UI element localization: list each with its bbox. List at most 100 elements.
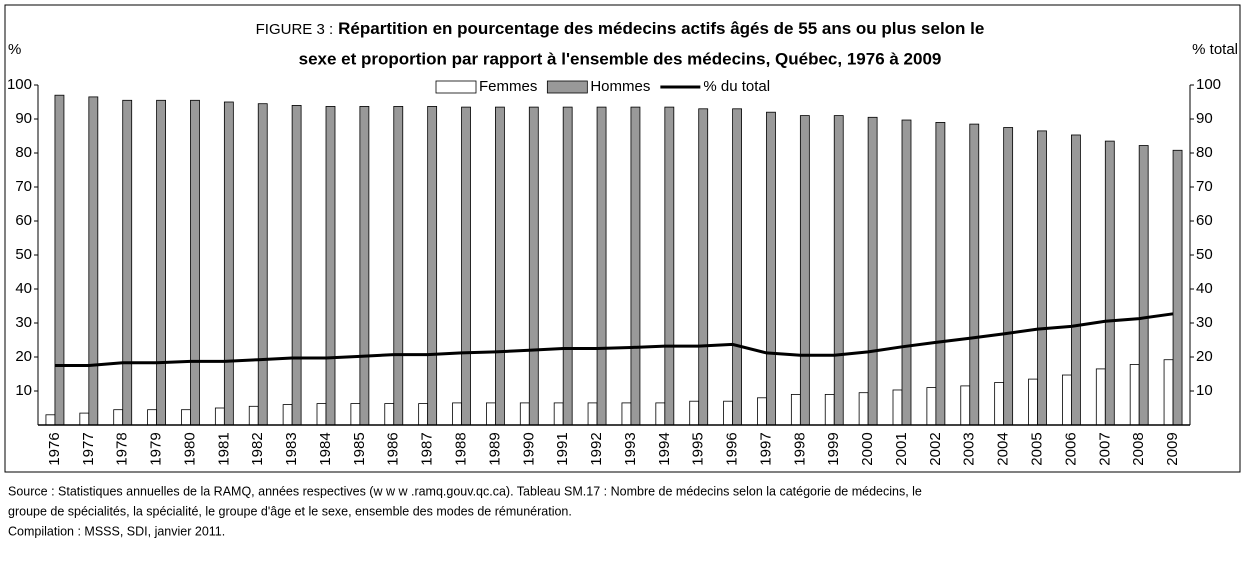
bar xyxy=(926,387,937,426)
chart-frame xyxy=(4,4,1241,473)
bar xyxy=(156,99,166,426)
bar xyxy=(427,106,438,426)
y2-tick-label: 80 xyxy=(1196,144,1213,161)
x-tick-label: 1978 xyxy=(114,432,131,465)
bar xyxy=(596,106,607,426)
bar xyxy=(393,106,404,426)
bar xyxy=(994,382,1005,426)
title-label: FIGURE 3 : xyxy=(256,21,334,38)
legend-label: Hommes xyxy=(590,78,650,95)
x-tick-label: 2001 xyxy=(893,432,910,465)
bar xyxy=(486,402,496,426)
bar xyxy=(223,101,234,426)
bar xyxy=(45,414,56,426)
bar xyxy=(655,402,666,426)
bar xyxy=(54,94,65,426)
bar xyxy=(901,119,912,426)
bar xyxy=(757,397,767,426)
bar xyxy=(359,106,370,426)
bar xyxy=(867,116,878,426)
bar xyxy=(528,106,539,426)
x-tick-label: 1983 xyxy=(283,432,300,465)
bar xyxy=(892,389,903,426)
x-tick-label: 1977 xyxy=(80,432,97,465)
bar xyxy=(553,402,564,426)
y-tick-label: 10 xyxy=(15,382,32,399)
y-tick-label: 40 xyxy=(15,280,32,297)
bar xyxy=(181,409,191,426)
y-tick-label: 80 xyxy=(15,144,32,161)
bar xyxy=(113,409,124,426)
bar xyxy=(291,105,302,426)
bar xyxy=(664,106,675,426)
x-tick-label: 1995 xyxy=(690,432,707,465)
bar xyxy=(461,106,471,426)
bar xyxy=(1062,374,1072,426)
bar xyxy=(190,99,200,426)
y-tick-label: 60 xyxy=(15,212,32,229)
bar xyxy=(122,99,133,426)
bar xyxy=(1172,149,1183,426)
x-tick-label: 1980 xyxy=(181,432,198,465)
y-tick-label: 100 xyxy=(7,76,32,93)
x-tick-label: 1989 xyxy=(486,432,503,465)
y2-tick-label: 90 xyxy=(1196,110,1213,127)
source-note: groupe de spécialités, la spécialité, le… xyxy=(8,504,572,518)
bar xyxy=(248,405,259,426)
y-tick-label: 90 xyxy=(15,110,32,127)
x-tick-label: 1982 xyxy=(249,432,266,465)
bar xyxy=(282,404,293,426)
bar xyxy=(833,115,844,426)
y-tick-label: 70 xyxy=(15,178,32,195)
y2-tick-label: 10 xyxy=(1196,382,1213,399)
bar xyxy=(824,393,835,426)
x-tick-label: 2004 xyxy=(995,432,1012,465)
bar xyxy=(766,111,776,426)
x-tick-label: 1984 xyxy=(317,432,334,465)
x-tick-label: 2008 xyxy=(1130,432,1147,465)
y2-tick-label: 50 xyxy=(1196,246,1213,263)
x-tick-label: 1990 xyxy=(520,432,537,465)
bar xyxy=(452,402,462,426)
x-tick-label: 1997 xyxy=(757,432,774,465)
bar xyxy=(732,108,742,426)
chart-title: sexe et proportion par rapport à l'ensem… xyxy=(299,49,942,68)
bar xyxy=(88,96,99,426)
bar xyxy=(325,106,336,426)
bar xyxy=(698,108,709,426)
y2-tick-label: 30 xyxy=(1196,314,1213,331)
bar xyxy=(587,402,598,426)
x-tick-label: 2007 xyxy=(1096,432,1113,465)
bar xyxy=(723,400,733,426)
bar xyxy=(316,403,327,426)
y2-tick-label: 100 xyxy=(1196,76,1221,93)
x-tick-label: 2005 xyxy=(1028,432,1045,465)
y2-tick-label: 70 xyxy=(1196,178,1213,195)
y-tick-label: 30 xyxy=(15,314,32,331)
bar xyxy=(621,402,632,426)
y2-tick-label: 40 xyxy=(1196,280,1213,297)
bar xyxy=(257,103,268,426)
bar xyxy=(350,403,361,426)
bar xyxy=(858,392,869,426)
bar xyxy=(689,400,700,426)
x-tick-label: 1979 xyxy=(148,432,165,465)
bar xyxy=(147,409,157,426)
x-tick-label: 1992 xyxy=(588,432,605,465)
bar xyxy=(519,402,530,426)
legend-label: % du total xyxy=(703,78,770,95)
title-text: Répartition en pourcentage des médecins … xyxy=(338,19,984,38)
bar xyxy=(562,106,573,426)
bar xyxy=(1071,134,1081,426)
x-tick-label: 2006 xyxy=(1062,432,1079,465)
bar xyxy=(799,115,810,426)
bar xyxy=(1129,364,1140,426)
y2-tick-label: 20 xyxy=(1196,348,1213,365)
bar xyxy=(1028,378,1038,426)
bar xyxy=(969,123,980,426)
x-tick-label: 1981 xyxy=(215,432,232,465)
bar xyxy=(384,403,395,426)
y2-tick-label: 60 xyxy=(1196,212,1213,229)
